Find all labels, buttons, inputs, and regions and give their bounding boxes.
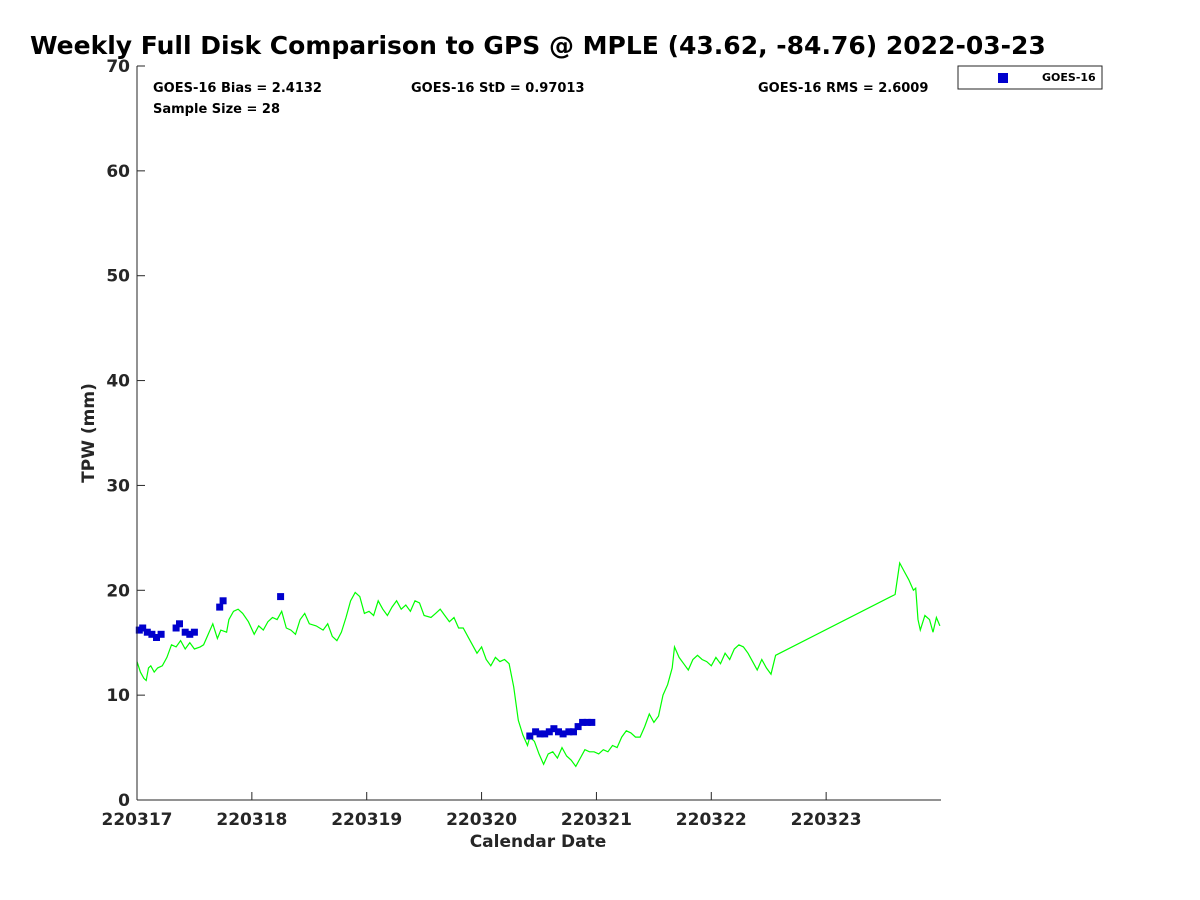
data-point-goes16 bbox=[153, 634, 160, 641]
data-point-goes16 bbox=[216, 603, 224, 611]
data-point-goes16 bbox=[545, 728, 553, 736]
data-point-goes16 bbox=[532, 728, 540, 736]
data-point-goes16 bbox=[148, 630, 156, 638]
data-point-goes16 bbox=[277, 593, 285, 601]
data-point-goes16 bbox=[541, 730, 549, 738]
data-point-goes16 bbox=[574, 723, 582, 731]
data-point-goes16 bbox=[526, 732, 534, 740]
x-tick-label: 220323 bbox=[791, 810, 862, 830]
y-tick-label: 30 bbox=[106, 476, 130, 496]
data-point-goes16 bbox=[559, 730, 567, 738]
y-tick-label: 0 bbox=[118, 791, 130, 811]
data-point-goes16 bbox=[139, 624, 147, 632]
plot-area bbox=[135, 561, 941, 768]
y-tick-label: 60 bbox=[106, 162, 130, 182]
y-tick-label: 10 bbox=[106, 686, 130, 706]
data-point-goes16 bbox=[588, 718, 596, 726]
legend-marker-goes16 bbox=[998, 73, 1008, 83]
data-point-goes16 bbox=[579, 718, 587, 726]
rms-stat: GOES-16 RMS = 2.6009 bbox=[758, 81, 928, 96]
axis-ticks: 0 10 20 30 40 50 60 70 220317 220318 220319 220320 2… bbox=[102, 57, 941, 830]
x-tick-label: 220319 bbox=[331, 810, 402, 830]
y-tick-label: 40 bbox=[106, 372, 130, 392]
x-axis-label: Calendar Date bbox=[470, 832, 607, 852]
legend-box bbox=[957, 65, 1103, 90]
data-point-goes16 bbox=[157, 630, 165, 638]
data-point-goes16 bbox=[565, 728, 573, 736]
data-point-goes16 bbox=[143, 628, 151, 636]
data-point-goes16 bbox=[550, 725, 558, 733]
legend: GOES-16 bbox=[957, 65, 1103, 90]
data-point-goes16 bbox=[219, 597, 227, 605]
chart-title: Weekly Full Disk Comparison to GPS @ MPL… bbox=[30, 31, 1046, 60]
data-point-goes16 bbox=[583, 718, 591, 726]
data-point-goes16 bbox=[555, 728, 562, 736]
x-tick-label: 220318 bbox=[216, 810, 287, 830]
series-line-1 bbox=[136, 561, 941, 768]
x-tick-label: 220322 bbox=[676, 810, 747, 830]
x-tick-label: 220317 bbox=[102, 810, 173, 830]
data-point-goes16 bbox=[190, 628, 198, 636]
sample-size-stat: Sample Size = 28 bbox=[153, 102, 280, 117]
std-stat: GOES-16 StD = 0.97013 bbox=[411, 81, 585, 96]
x-tick-label: 220320 bbox=[446, 810, 517, 830]
data-point-goes16 bbox=[536, 730, 544, 738]
bias-stat: GOES-16 Bias = 2.4132 bbox=[153, 81, 322, 96]
x-tick-label: 220321 bbox=[561, 810, 632, 830]
data-point-goes16 bbox=[181, 628, 189, 636]
legend-label-goes16: GOES-16 bbox=[1042, 71, 1096, 84]
y-axis-label: TPW (mm) bbox=[79, 383, 99, 483]
data-point-goes16 bbox=[186, 630, 194, 638]
y-tick-label: 50 bbox=[106, 267, 130, 287]
data-point-goes16 bbox=[570, 728, 577, 736]
data-point-goes16 bbox=[176, 620, 183, 628]
data-point-goes16 bbox=[172, 624, 180, 632]
y-tick-label: 20 bbox=[106, 581, 130, 601]
y-tick-label: 70 bbox=[106, 57, 130, 77]
